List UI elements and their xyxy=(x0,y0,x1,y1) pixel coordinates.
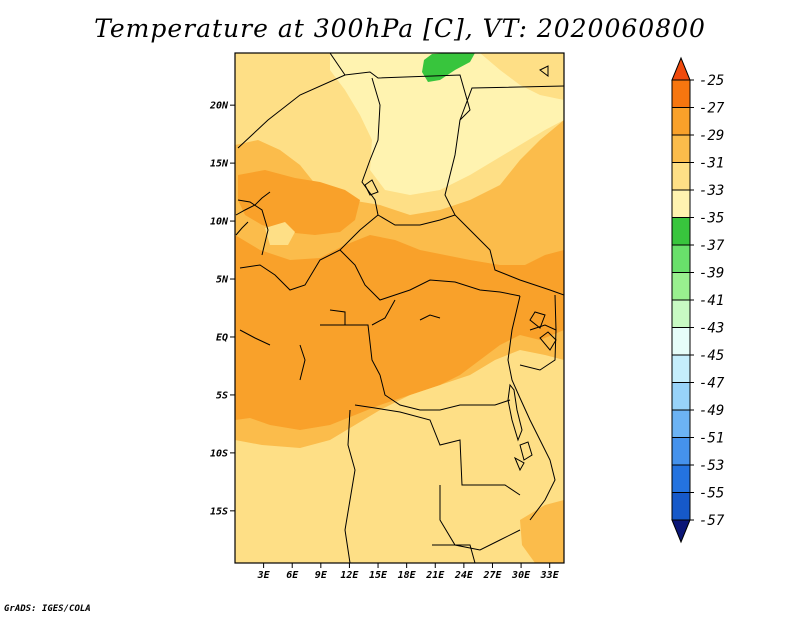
colorbar-swatch xyxy=(671,162,691,191)
colorbar-label: -33 xyxy=(699,183,724,199)
colorbar-swatch xyxy=(671,299,691,328)
colorbar-bottom-arrow xyxy=(671,519,691,544)
colorbar-label: -35 xyxy=(699,211,724,227)
colorbar-label: -57 xyxy=(699,513,725,529)
colorbar-label: -27 xyxy=(699,101,725,117)
grads-credit: GrADS: IGES/COLA xyxy=(4,604,91,614)
colorbar-swatch xyxy=(671,409,691,438)
colorbar-label: -51 xyxy=(699,431,724,447)
lon-tick-label: 27E xyxy=(482,570,502,581)
colorbar-label: -49 xyxy=(699,403,724,419)
colorbar-label: -25 xyxy=(699,73,724,89)
lat-tick-label: 10S xyxy=(210,448,228,459)
temperature-map-plot xyxy=(235,53,564,563)
lon-tick-label: 21E xyxy=(425,570,445,581)
lat-tick-label: 5N xyxy=(216,275,229,286)
latitude-axis: 20N 15N 10N 5N EQ 5S 10S 15S xyxy=(209,101,235,517)
lat-tick-label: 15S xyxy=(210,506,228,517)
colorbar-swatch xyxy=(671,272,691,301)
colorbar-swatch xyxy=(671,107,691,136)
colorbar-swatch xyxy=(671,244,691,273)
lon-tick-label: 12E xyxy=(340,570,359,581)
fill-east-light xyxy=(440,382,528,430)
fill-green-patch xyxy=(422,53,475,82)
colorbar-label: -47 xyxy=(699,376,725,392)
lon-tick-label: 9E xyxy=(315,570,328,581)
colorbar-swatch xyxy=(671,189,691,218)
lat-tick-label: 15N xyxy=(210,159,229,170)
colorbar-label: -43 xyxy=(699,321,724,337)
colorbar-top-arrow xyxy=(671,56,691,81)
map-title: Temperature at 300hPa [C], VT: 202006080… xyxy=(94,14,706,43)
colorbar-swatch xyxy=(671,492,691,521)
colorbar-swatch xyxy=(671,134,691,163)
lon-tick-label: 15E xyxy=(369,570,388,581)
colorbar-label: -45 xyxy=(699,348,724,364)
colorbar-label: -41 xyxy=(699,293,724,309)
fill-west-dark xyxy=(235,235,564,430)
colorbar-swatch xyxy=(671,217,691,246)
lon-tick-label: 3E xyxy=(257,570,271,581)
lon-tick-label: 18E xyxy=(398,570,417,581)
lakes xyxy=(364,65,557,472)
lon-tick-label: 30E xyxy=(511,570,531,581)
fill-light-pocket xyxy=(265,222,295,245)
colorbar-label: -39 xyxy=(699,266,724,282)
lat-tick-label: 10N xyxy=(210,217,229,228)
colorbar-swatch xyxy=(671,464,691,493)
colorbar-swatch xyxy=(671,382,691,411)
colorbar-label: -37 xyxy=(699,238,725,254)
colorbar: -25 -27 -29 -31 -33 -35 -37 -39 -41 -43 -45 -47 -49 -… xyxy=(671,56,725,544)
colorbar-label: -29 xyxy=(699,128,724,144)
plot-border xyxy=(234,52,565,564)
colorbar-swatch xyxy=(671,437,691,466)
lat-tick-label: 5S xyxy=(216,390,228,401)
colorbar-label: -55 xyxy=(699,486,724,502)
fill-se-dark xyxy=(520,500,564,563)
longitude-axis: 3E 6E 9E 12E 15E 18E 21E 24E 27E 30E 33E xyxy=(257,563,560,581)
colorbar-label: -53 xyxy=(699,458,724,474)
country-boundaries xyxy=(235,53,564,563)
lon-tick-label: 33E xyxy=(540,570,560,581)
lat-tick-label: EQ xyxy=(216,332,228,343)
colorbar-swatch xyxy=(671,79,691,108)
colorbar-label: -31 xyxy=(699,156,724,172)
colorbar-swatch xyxy=(671,354,691,383)
lat-tick-label: 20N xyxy=(209,101,229,112)
colorbar-swatch xyxy=(671,327,691,356)
fill-nw-dark xyxy=(238,170,360,235)
lon-tick-label: 24E xyxy=(454,570,474,581)
fill-north-pale xyxy=(330,53,564,195)
lon-tick-label: 6E xyxy=(286,570,299,581)
